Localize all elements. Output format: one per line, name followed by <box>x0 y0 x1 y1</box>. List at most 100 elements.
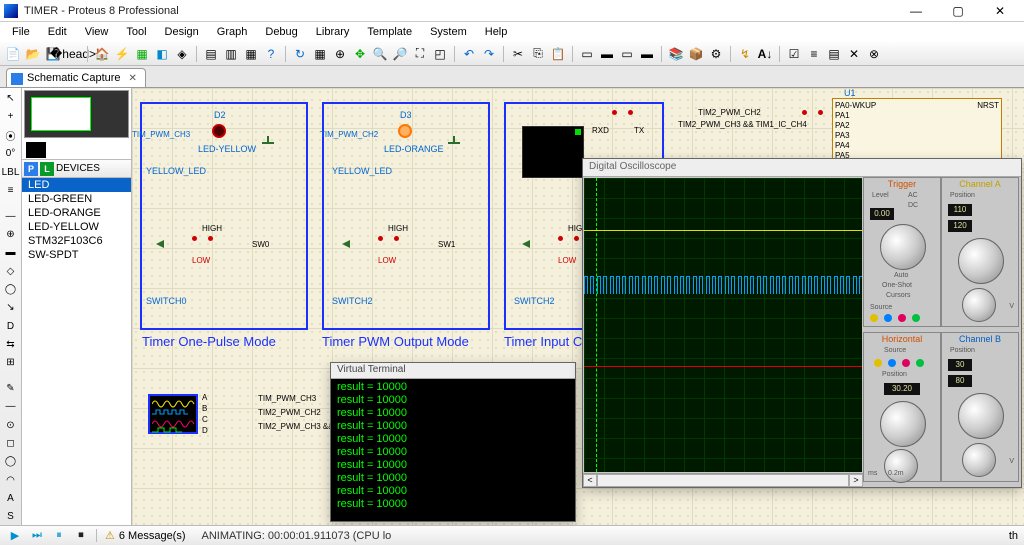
tb-des3-icon[interactable]: ▦ <box>242 45 260 63</box>
cha-knob[interactable] <box>958 238 1004 284</box>
tb-redraw-icon[interactable]: ↻ <box>291 45 309 63</box>
tb-zoomarea-icon[interactable]: ◰ <box>431 45 449 63</box>
device-list[interactable]: LED LED-GREEN LED-ORANGE LED-YELLOW STM3… <box>22 178 131 525</box>
menu-debug[interactable]: Debug <box>257 24 305 40</box>
tb-undo-icon[interactable]: ↶ <box>460 45 478 63</box>
tab-close-icon[interactable]: ✕ <box>129 73 137 84</box>
tb-lib2-icon[interactable]: 📦 <box>687 45 705 63</box>
lt-2darc-icon[interactable]: ◻ <box>2 435 20 451</box>
device-item[interactable]: LED <box>22 178 131 192</box>
chb-knob[interactable] <box>958 393 1004 439</box>
src-d-icon[interactable] <box>916 359 924 367</box>
tb-bom-icon[interactable]: ▤ <box>825 45 843 63</box>
tb-schematic-icon[interactable]: ⚡ <box>113 45 131 63</box>
tb-block4-icon[interactable]: ▬ <box>638 45 656 63</box>
tb-pcb-icon[interactable]: ▦ <box>133 45 151 63</box>
lt-select-icon[interactable]: ↖ <box>2 90 20 106</box>
lt-script-icon[interactable]: ≡ <box>2 182 20 198</box>
tb-3d-icon[interactable]: ◧ <box>153 45 171 63</box>
panel-horizontal[interactable]: Horizontal Source Position 30.20 ms 0.2m <box>863 332 941 482</box>
osc-instrument-icon[interactable] <box>148 394 198 434</box>
lt-2dbox-icon[interactable]: — <box>2 399 20 415</box>
device-item[interactable]: SW-SPDT <box>22 248 131 262</box>
lt-sym-icon[interactable]: A <box>2 490 20 506</box>
lt-text-icon[interactable]: ◠ <box>2 472 20 488</box>
menu-library[interactable]: Library <box>308 24 358 40</box>
play-button[interactable]: ▶ <box>6 528 24 544</box>
step-button[interactable]: ⏭ <box>28 528 46 544</box>
schematic-canvas[interactable]: Timer One-Pulse Mode TIM_PWM_CH3 D2 LED-… <box>132 88 1024 525</box>
src-d-icon[interactable] <box>912 314 920 322</box>
tb-x1-icon[interactable]: ✕ <box>845 45 863 63</box>
tb-lib1-icon[interactable]: 📚 <box>667 45 685 63</box>
tb-des2-icon[interactable]: ▥ <box>222 45 240 63</box>
tb-help-icon[interactable]: ? <box>262 45 280 63</box>
tb-wire-icon[interactable]: ↯ <box>736 45 754 63</box>
tb-gerber-icon[interactable]: ◈ <box>173 45 191 63</box>
chb-knob2[interactable] <box>962 443 996 477</box>
tb-net-icon[interactable]: ≡ <box>805 45 823 63</box>
panel-channel-b[interactable]: Channel B Position 30 80 V <box>941 332 1019 482</box>
tb-x2-icon[interactable]: ⊗ <box>865 45 883 63</box>
tb-erc-icon[interactable]: ☑ <box>785 45 803 63</box>
lt-label-icon[interactable]: LBL <box>2 164 20 180</box>
overview-box[interactable] <box>24 90 129 138</box>
lt-terminal-icon[interactable]: ▬ <box>2 245 20 261</box>
device-item[interactable]: LED-YELLOW <box>22 220 131 234</box>
lt-rotate-icon[interactable]: 0° <box>2 146 20 162</box>
src-a-icon[interactable] <box>870 314 878 322</box>
tb-grid-icon[interactable]: ▦ <box>311 45 329 63</box>
tb-block3-icon[interactable]: ▭ <box>618 45 636 63</box>
tb-des1-icon[interactable]: ▤ <box>202 45 220 63</box>
l-icon[interactable]: L <box>40 162 54 176</box>
tb-block1-icon[interactable]: ▭ <box>578 45 596 63</box>
tb-zoomall-icon[interactable]: ⛶ <box>411 45 429 63</box>
hor-knob2[interactable] <box>884 449 918 483</box>
tb-redo-icon[interactable]: ↷ <box>480 45 498 63</box>
osc-scrollbar[interactable]: < > <box>583 473 863 487</box>
lt-2dpath-icon[interactable]: ◯ <box>2 454 20 470</box>
lt-gen-icon[interactable]: D <box>2 318 20 334</box>
device-item[interactable]: STM32F103C6 <box>22 234 131 248</box>
oscilloscope-window[interactable]: Digital Oscilloscope < > <box>582 158 1022 488</box>
trigger-knob[interactable] <box>880 224 926 270</box>
scroll-right-icon[interactable]: > <box>849 474 863 487</box>
osc-cursor[interactable] <box>596 178 597 472</box>
menu-template[interactable]: Template <box>359 24 420 40</box>
tb-zoomout-icon[interactable]: 🔎 <box>391 45 409 63</box>
menu-tool[interactable]: Tool <box>118 24 154 40</box>
src-c-icon[interactable] <box>898 314 906 322</box>
lt-marker-icon[interactable]: S <box>2 509 20 525</box>
tb-origin-icon[interactable]: ⊕ <box>331 45 349 63</box>
panel-channel-a[interactable]: Channel A Position 110 120 V <box>941 177 1019 327</box>
scroll-track[interactable] <box>597 474 849 487</box>
tab-schematic[interactable]: Schematic Capture ✕ <box>6 68 146 87</box>
hor-knob[interactable] <box>880 401 926 447</box>
menu-view[interactable]: View <box>77 24 117 40</box>
menu-graph[interactable]: Graph <box>209 24 256 40</box>
tb-lib3-icon[interactable]: ⚙ <box>707 45 725 63</box>
virtual-terminal-window[interactable]: Virtual Terminal result = 10000 result =… <box>330 362 576 522</box>
lt-graph-icon[interactable]: ◯ <box>2 281 20 297</box>
pause-button[interactable]: ⏸ <box>50 528 68 544</box>
lt-pin-icon[interactable]: ◇ <box>2 263 20 279</box>
stop-button[interactable]: ⏹ <box>72 528 90 544</box>
scroll-left-icon[interactable]: < <box>583 474 597 487</box>
maximize-button[interactable]: ▢ <box>938 1 978 21</box>
menu-edit[interactable]: Edit <box>40 24 75 40</box>
lt-probe-icon[interactable]: ⇆ <box>2 336 20 352</box>
lt-component-icon[interactable]: + <box>2 108 20 124</box>
menu-file[interactable]: File <box>4 24 38 40</box>
src-c-icon[interactable] <box>902 359 910 367</box>
tb-copy-icon[interactable]: ⎘ <box>529 45 547 63</box>
menu-help[interactable]: Help <box>477 24 516 40</box>
tb-block2-icon[interactable]: ▬ <box>598 45 616 63</box>
lt-subckt-icon[interactable]: ⊕ <box>2 226 20 242</box>
tb-pan-icon[interactable]: ✥ <box>351 45 369 63</box>
close-button[interactable]: ✕ <box>980 1 1020 21</box>
lt-junction-icon[interactable]: ⦿ <box>2 127 20 144</box>
p-icon[interactable]: P <box>24 162 38 176</box>
tb-new-icon[interactable]: 📄 <box>4 45 22 63</box>
lt-2dline-icon[interactable]: ✎ <box>2 380 20 396</box>
status-messages[interactable]: ⚠ 6 Message(s) <box>96 529 194 542</box>
